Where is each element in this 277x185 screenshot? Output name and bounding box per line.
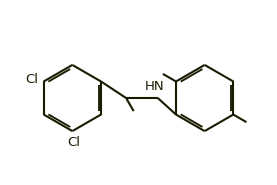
Text: Cl: Cl [26, 73, 39, 86]
Text: HN: HN [145, 80, 164, 93]
Text: Cl: Cl [67, 136, 80, 149]
